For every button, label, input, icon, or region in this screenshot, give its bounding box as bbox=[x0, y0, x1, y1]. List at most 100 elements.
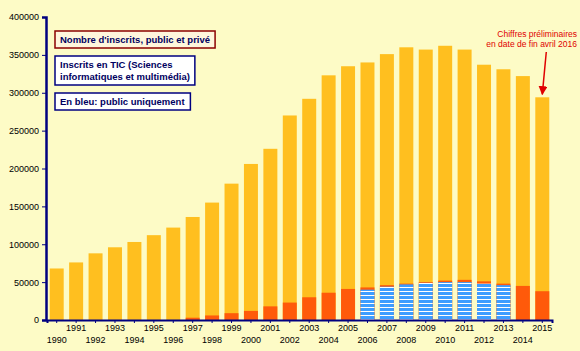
x-tick: 1994 bbox=[124, 320, 144, 345]
bar bbox=[516, 286, 530, 320]
x-tick-label: 2012 bbox=[474, 335, 494, 345]
y-tick-label: 300000 bbox=[9, 88, 39, 98]
bar bbox=[341, 66, 355, 320]
x-tick: 1990 bbox=[47, 320, 67, 345]
bar bbox=[380, 54, 394, 320]
x-tick: 2015 bbox=[532, 320, 552, 333]
bar bbox=[419, 283, 433, 320]
bar bbox=[438, 46, 452, 320]
bar bbox=[127, 242, 141, 320]
x-tick-label: 2010 bbox=[435, 335, 455, 345]
x-tick: 2003 bbox=[299, 320, 319, 333]
annotation-text: Chiffres préliminaires bbox=[497, 29, 577, 39]
x-tick-label: 2014 bbox=[513, 335, 533, 345]
x-tick-label: 1999 bbox=[222, 323, 242, 333]
x-tick-mark bbox=[406, 320, 407, 323]
bar bbox=[516, 76, 530, 320]
series-1 bbox=[186, 280, 550, 320]
x-tick-mark bbox=[445, 320, 446, 323]
bar bbox=[380, 287, 394, 320]
background bbox=[0, 0, 580, 351]
bar bbox=[89, 253, 103, 320]
bar bbox=[477, 281, 491, 320]
bar bbox=[419, 282, 433, 320]
legend-item: En bleu: public uniquement bbox=[55, 93, 190, 110]
y-tick-mark bbox=[42, 282, 46, 283]
y-axis-line bbox=[42, 18, 47, 321]
bar bbox=[205, 315, 219, 320]
x-tick: 2008 bbox=[396, 320, 416, 345]
bar bbox=[438, 282, 452, 320]
x-tick-label: 1991 bbox=[66, 323, 86, 333]
y-tick-mark bbox=[42, 169, 46, 170]
y-tick: 400000 bbox=[9, 12, 46, 22]
bar bbox=[458, 50, 472, 320]
bar bbox=[283, 303, 297, 320]
bar bbox=[322, 75, 336, 320]
y-tick: 0 bbox=[34, 315, 46, 325]
legend-label-line: Nombre d'inscrits, public et privé bbox=[60, 34, 210, 45]
x-tick-label: 2003 bbox=[299, 323, 319, 333]
bar bbox=[322, 293, 336, 320]
bar bbox=[50, 268, 64, 320]
x-tick: 1999 bbox=[222, 320, 242, 333]
bar bbox=[302, 99, 316, 320]
x-axis: 1990199119921993199419951996199719981999… bbox=[47, 320, 553, 345]
bar bbox=[380, 285, 394, 320]
x-tick: 1995 bbox=[144, 320, 164, 333]
x-tick: 1998 bbox=[202, 320, 222, 345]
y-tick-mark bbox=[42, 320, 46, 321]
y-tick-label: 100000 bbox=[9, 240, 39, 250]
annotation-arrow bbox=[542, 52, 546, 94]
legend-label: Nombre d'inscrits, public et privé bbox=[60, 34, 210, 45]
bar bbox=[263, 149, 277, 320]
y-tick-label: 200000 bbox=[9, 164, 39, 174]
bar bbox=[438, 281, 452, 320]
x-tick: 1997 bbox=[183, 320, 203, 333]
y-tick-label: 150000 bbox=[9, 202, 39, 212]
bar bbox=[244, 164, 258, 320]
legend-box bbox=[55, 56, 195, 85]
x-tick-label: 2007 bbox=[377, 323, 397, 333]
y-tick: 150000 bbox=[9, 202, 46, 212]
legend-label-line: En bleu: public uniquement bbox=[60, 96, 185, 107]
x-tick-label: 2005 bbox=[338, 323, 358, 333]
x-tick: 2009 bbox=[416, 320, 436, 333]
y-tick: 200000 bbox=[9, 164, 46, 174]
y-tick-mark bbox=[42, 244, 46, 245]
x-tick: 2010 bbox=[435, 320, 455, 345]
bar bbox=[496, 285, 510, 320]
bar bbox=[360, 290, 374, 320]
bar bbox=[283, 115, 297, 320]
x-tick-mark bbox=[250, 320, 251, 323]
bar bbox=[108, 247, 122, 320]
bar bbox=[225, 313, 239, 320]
y-tick-label: 0 bbox=[34, 315, 39, 325]
legend-item: Inscrits en TIC (Sciences informatiques … bbox=[55, 56, 195, 85]
y-tick-mark bbox=[42, 17, 46, 18]
bar bbox=[147, 235, 161, 320]
y-tick-mark bbox=[42, 131, 46, 132]
series-0 bbox=[50, 46, 550, 320]
x-tick-label: 2008 bbox=[396, 335, 416, 345]
x-tick: 1991 bbox=[66, 320, 86, 333]
x-tick: 2007 bbox=[377, 320, 397, 333]
x-tick-mark bbox=[484, 320, 485, 323]
x-tick-mark bbox=[328, 320, 329, 323]
y-tick-mark bbox=[42, 206, 46, 207]
x-tick-label: 1994 bbox=[124, 335, 144, 345]
bar bbox=[535, 97, 549, 320]
bar bbox=[399, 47, 413, 320]
bar bbox=[496, 69, 510, 320]
x-tick-mark bbox=[289, 320, 290, 323]
x-tick-label: 1996 bbox=[163, 335, 183, 345]
x-tick-mark bbox=[522, 320, 523, 323]
bar bbox=[419, 50, 433, 320]
x-tick-mark bbox=[95, 320, 96, 323]
bar bbox=[360, 62, 374, 320]
x-tick: 2001 bbox=[260, 320, 280, 333]
x-tick: 2011 bbox=[455, 320, 474, 333]
x-tick-label: 2011 bbox=[455, 323, 474, 333]
legend: Nombre d'inscrits, public et privé Inscri… bbox=[55, 31, 215, 110]
x-tick: 2002 bbox=[280, 320, 300, 345]
